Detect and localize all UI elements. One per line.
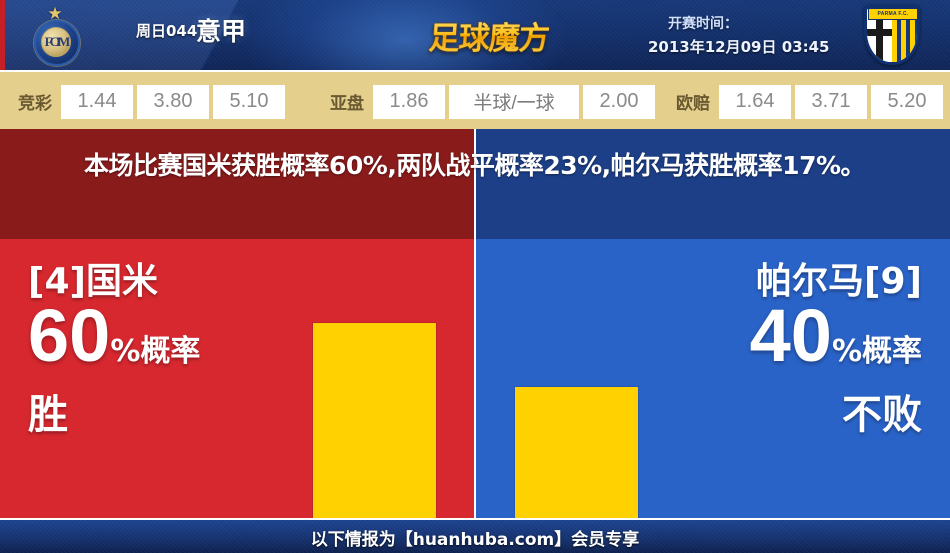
odds-cell[interactable]: 5.10 — [213, 84, 285, 119]
away-panel: 帕尔马[9] 40%概率 不败 — [476, 129, 950, 518]
home-body: [4]国米 60%概率 胜 — [0, 239, 474, 518]
home-probability-bar — [313, 323, 436, 518]
odds-cell[interactable]: 1.64 — [719, 84, 791, 119]
away-crest-shield: PARMA F.C. — [864, 5, 920, 65]
away-team-name: 帕尔马[9] — [756, 261, 922, 302]
home-team-crest-icon: ★ FCIM — [26, 4, 84, 66]
odds-cell-handicap[interactable]: 半球/一球 — [449, 84, 579, 119]
footer-site-link[interactable]: huanhuba.com — [412, 530, 555, 550]
crest-ring: FCIM — [34, 20, 80, 66]
panel-divider — [474, 129, 476, 518]
odds-group-jingcai: 竞彩 1.44 3.80 5.10 — [18, 72, 289, 131]
footer-bar: 以下情报为【huanhuba.com】会员专享 — [0, 518, 950, 553]
odds-group-label: 欧赔 — [676, 94, 710, 114]
home-probability-row: 60%概率 — [28, 299, 201, 389]
away-crest-nameband: PARMA F.C. — [868, 8, 918, 20]
odds-cell[interactable]: 2.00 — [583, 84, 655, 119]
league-name-label: 意甲 — [196, 17, 247, 46]
home-team-name: [4]国米 — [28, 261, 158, 302]
crest-star-icon: ★ — [47, 4, 63, 23]
footer-prefix: 以下情报为【 — [310, 530, 413, 550]
odds-group-label: 亚盘 — [330, 94, 364, 114]
away-body: 帕尔马[9] 40%概率 不败 — [476, 239, 950, 518]
away-probability-row: 40%概率 — [750, 299, 922, 389]
crest-monogram: FCIM — [44, 34, 71, 49]
brand-logo: 足球魔方 — [404, 6, 574, 64]
home-probability-unit: %概率 — [110, 334, 201, 369]
brand-logo-text: 足球魔方 — [427, 13, 550, 58]
odds-cell[interactable]: 3.80 — [137, 84, 209, 119]
main-chart-area: [4]国米 60%概率 胜 帕尔马[9] 40%概率 不败 — [0, 129, 950, 518]
odds-bar: 竞彩 1.44 3.80 5.10 亚盘 1.86 半球/一球 2.00 欧赔 … — [0, 70, 950, 131]
home-panel: [4]国米 60%概率 胜 — [0, 129, 474, 518]
odds-cell[interactable]: 5.20 — [871, 84, 943, 119]
odds-cell[interactable]: 3.71 — [795, 84, 867, 119]
away-probability-unit: %概率 — [831, 334, 922, 369]
away-team-stats: 帕尔马[9] 40%概率 不败 — [750, 261, 922, 441]
home-probability-value: 60 — [28, 294, 111, 377]
home-team-stats: [4]国米 60%概率 胜 — [28, 261, 200, 441]
header-bar: ★ FCIM 周日044 意甲 足球魔方 开赛时间： 2013年12月09日 0… — [0, 0, 950, 70]
odds-group-label: 竞彩 — [18, 94, 52, 114]
away-probability-value: 40 — [749, 294, 832, 377]
kickoff-time-label: 开赛时间： — [668, 16, 738, 32]
away-team-crest-icon: PARMA F.C. — [864, 5, 920, 65]
crest-inner-ring: FCIM — [41, 27, 71, 57]
odds-group-oupei: 欧赔 1.64 3.71 5.20 — [676, 72, 947, 131]
kickoff-time-value: 2013年12月09日 03:45 — [648, 38, 830, 56]
match-round-label: 周日044 — [136, 22, 198, 40]
home-summary-band — [0, 129, 474, 239]
odds-cell[interactable]: 1.86 — [373, 84, 445, 119]
away-outcome-label: 不败 — [842, 392, 922, 438]
footer-suffix: 】会员专享 — [554, 530, 640, 550]
header-accent-stripe — [0, 0, 5, 70]
home-outcome-label: 胜 — [28, 392, 68, 438]
odds-cell[interactable]: 1.44 — [61, 84, 133, 119]
footer-notice: 以下情报为【huanhuba.com】会员专享 — [311, 525, 640, 550]
away-probability-bar — [515, 387, 638, 518]
cross-horizontal-icon — [867, 29, 892, 36]
odds-group-yapan: 亚盘 1.86 半球/一球 2.00 — [330, 72, 659, 131]
away-summary-band — [476, 129, 950, 239]
